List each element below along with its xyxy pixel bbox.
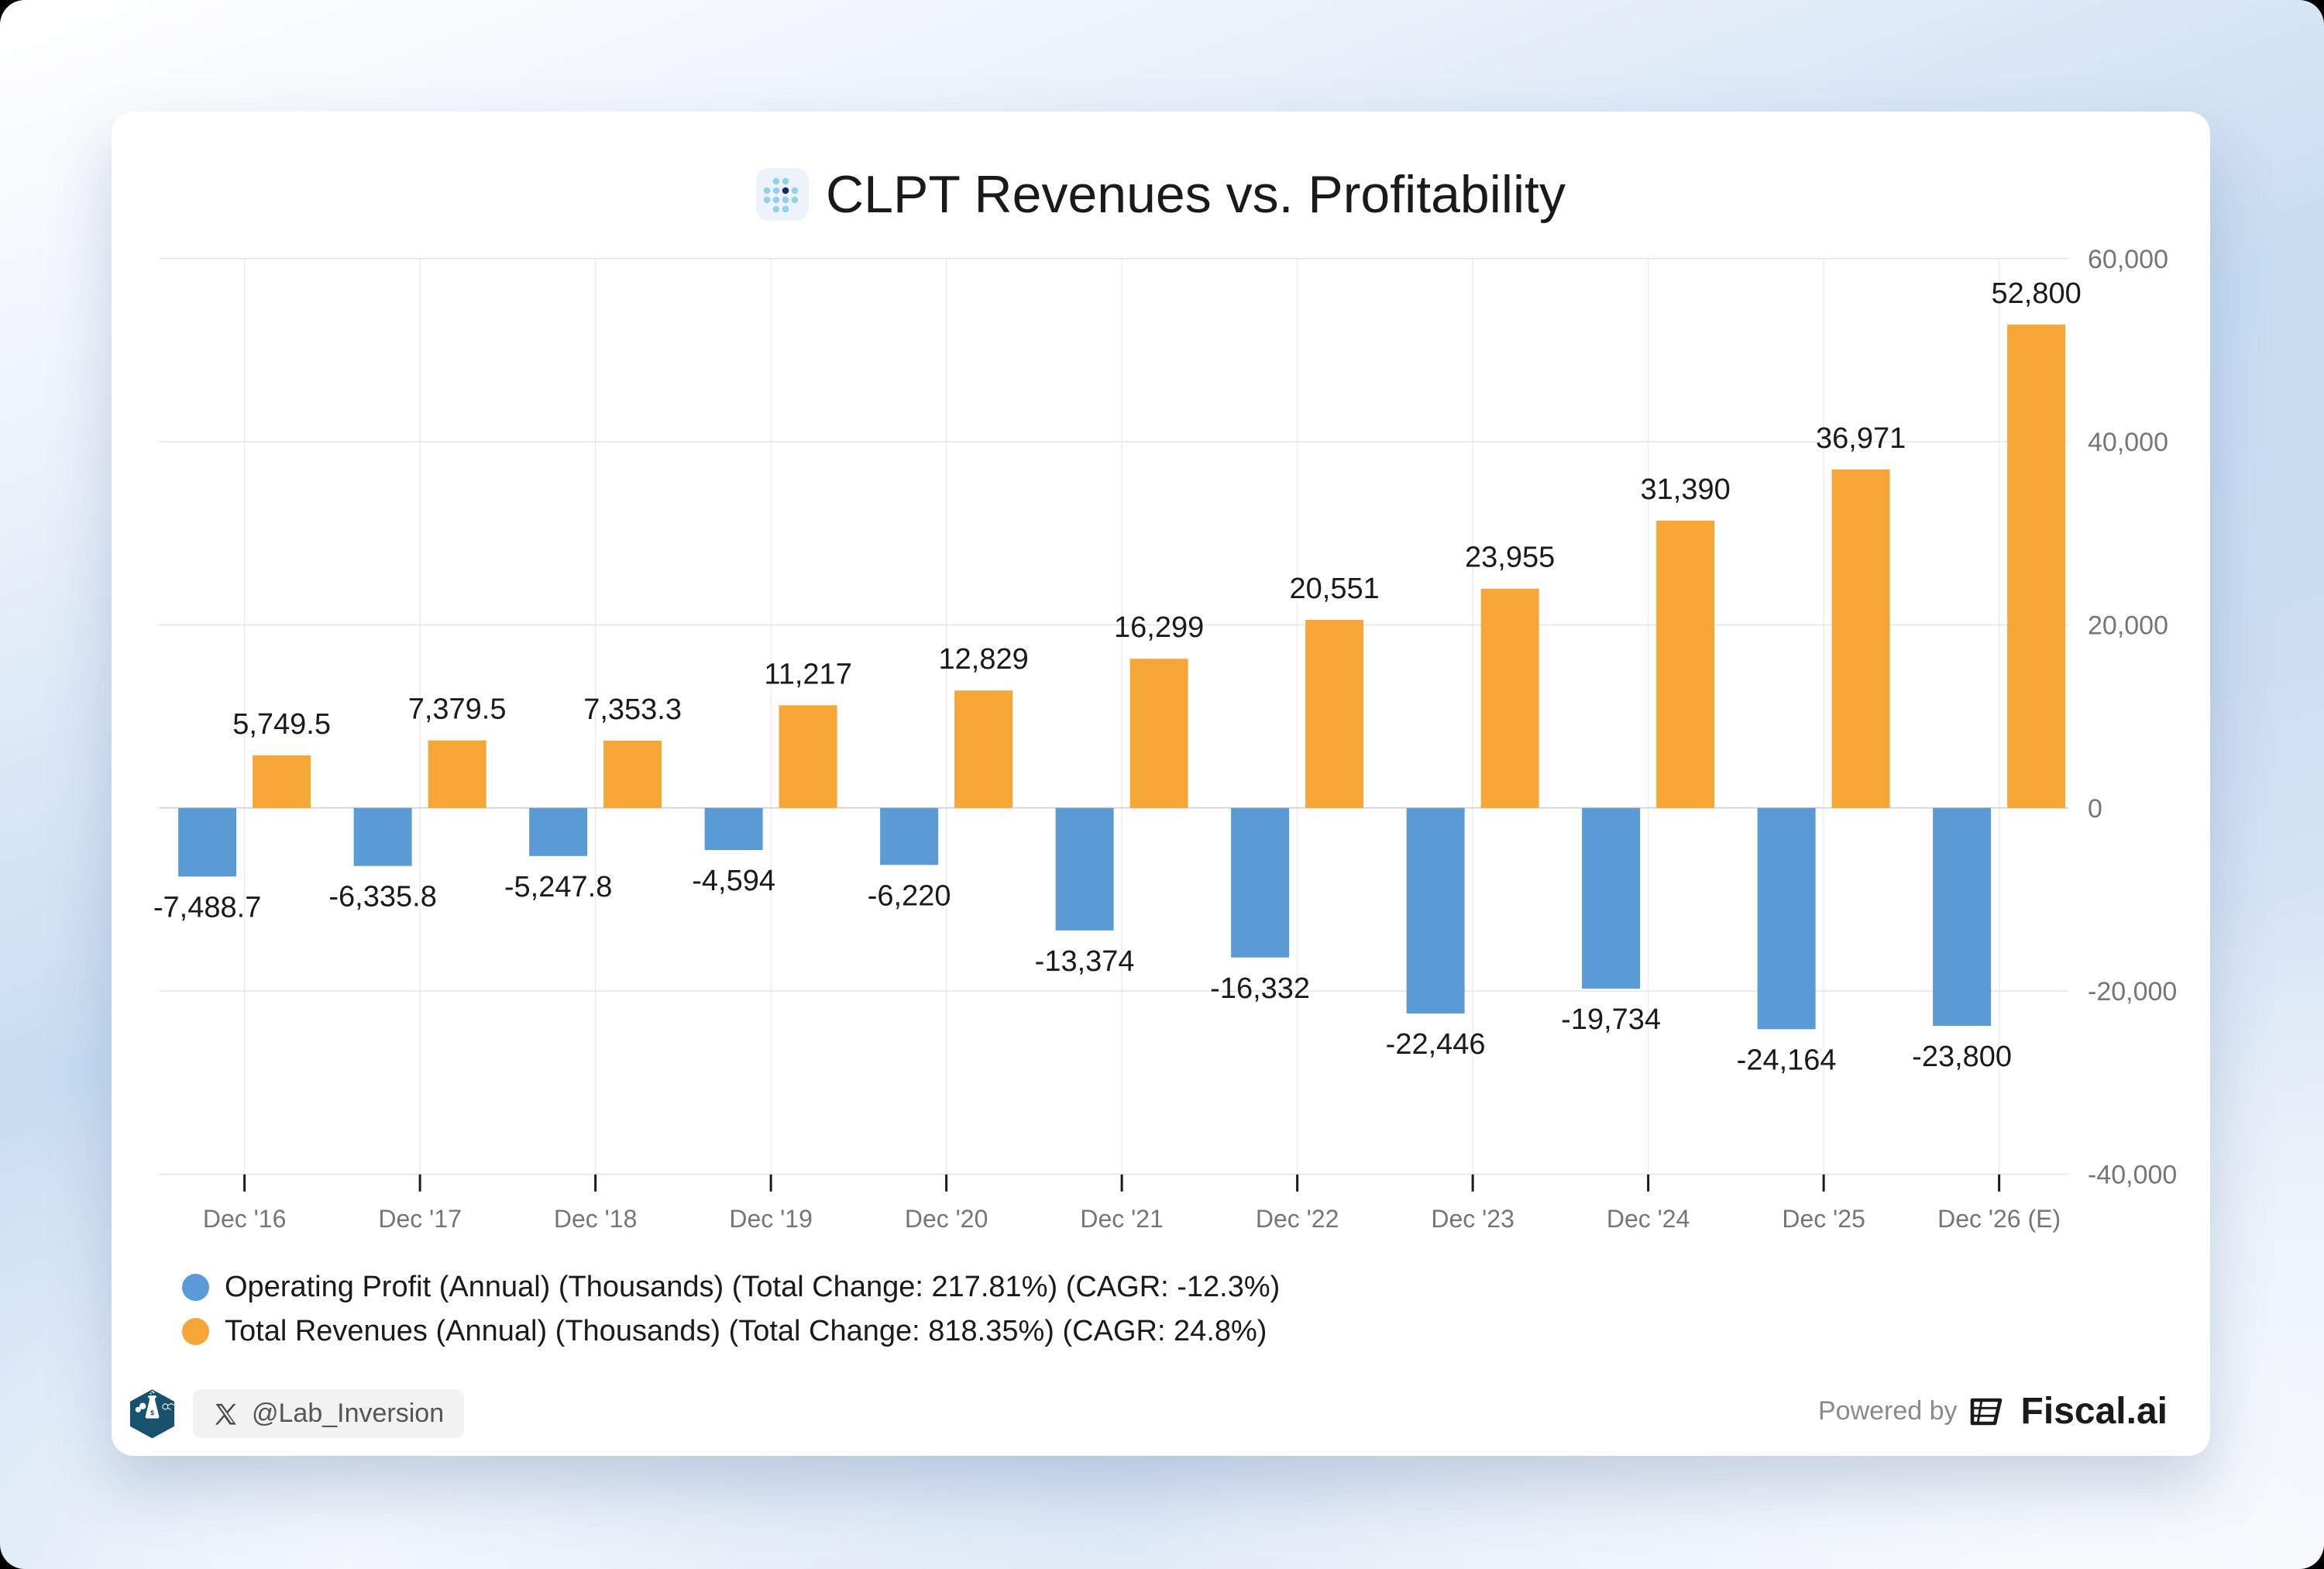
svg-text:Dec '19: Dec '19 <box>729 1205 813 1233</box>
svg-text:-19,734: -19,734 <box>1561 1003 1661 1036</box>
svg-text:23,955: 23,955 <box>1465 542 1555 574</box>
svg-text:52,800: 52,800 <box>1992 277 2082 310</box>
svg-text:-40,000: -40,000 <box>2088 1160 2177 1189</box>
svg-text:5,749.5: 5,749.5 <box>232 708 331 741</box>
svg-text:20,551: 20,551 <box>1290 573 1380 605</box>
svg-text:16,299: 16,299 <box>1114 611 1204 644</box>
svg-text:Dec '18: Dec '18 <box>554 1205 638 1233</box>
svg-text:-24,164: -24,164 <box>1737 1044 1837 1076</box>
svg-text:Dec '16: Dec '16 <box>203 1205 287 1233</box>
svg-text:60,000: 60,000 <box>2088 245 2168 274</box>
svg-text:-13,374: -13,374 <box>1035 945 1135 978</box>
svg-text:7,353.3: 7,353.3 <box>583 693 682 726</box>
svg-text:Dec '20: Dec '20 <box>905 1205 988 1233</box>
svg-text:40,000: 40,000 <box>2088 428 2168 457</box>
svg-text:-4,594: -4,594 <box>692 865 775 897</box>
svg-text:Dec '22: Dec '22 <box>1256 1205 1339 1233</box>
svg-text:-20,000: -20,000 <box>2088 977 2177 1006</box>
svg-text:Dec '25: Dec '25 <box>1782 1205 1865 1233</box>
svg-text:-23,800: -23,800 <box>1912 1041 2012 1073</box>
svg-text:-7,488.7: -7,488.7 <box>153 891 261 924</box>
svg-text:-6,220: -6,220 <box>868 879 951 912</box>
svg-text:20,000: 20,000 <box>2088 611 2168 640</box>
svg-text:Dec '24: Dec '24 <box>1607 1205 1690 1233</box>
svg-text:-6,335.8: -6,335.8 <box>328 881 436 914</box>
svg-text:36,971: 36,971 <box>1816 422 1906 455</box>
svg-text:12,829: 12,829 <box>939 643 1029 676</box>
svg-text:Dec '17: Dec '17 <box>378 1205 462 1233</box>
svg-text:Dec '26 (E): Dec '26 (E) <box>1937 1205 2061 1233</box>
svg-text:7,379.5: 7,379.5 <box>408 693 507 726</box>
svg-text:-22,446: -22,446 <box>1386 1028 1486 1061</box>
svg-text:0: 0 <box>2088 794 2102 824</box>
svg-text:11,217: 11,217 <box>764 658 851 690</box>
svg-text:31,390: 31,390 <box>1641 473 1731 506</box>
svg-text:Dec '21: Dec '21 <box>1080 1205 1164 1233</box>
svg-text:Dec '23: Dec '23 <box>1431 1205 1514 1233</box>
svg-text:-5,247.8: -5,247.8 <box>504 871 612 903</box>
svg-text:-16,332: -16,332 <box>1210 972 1310 1005</box>
